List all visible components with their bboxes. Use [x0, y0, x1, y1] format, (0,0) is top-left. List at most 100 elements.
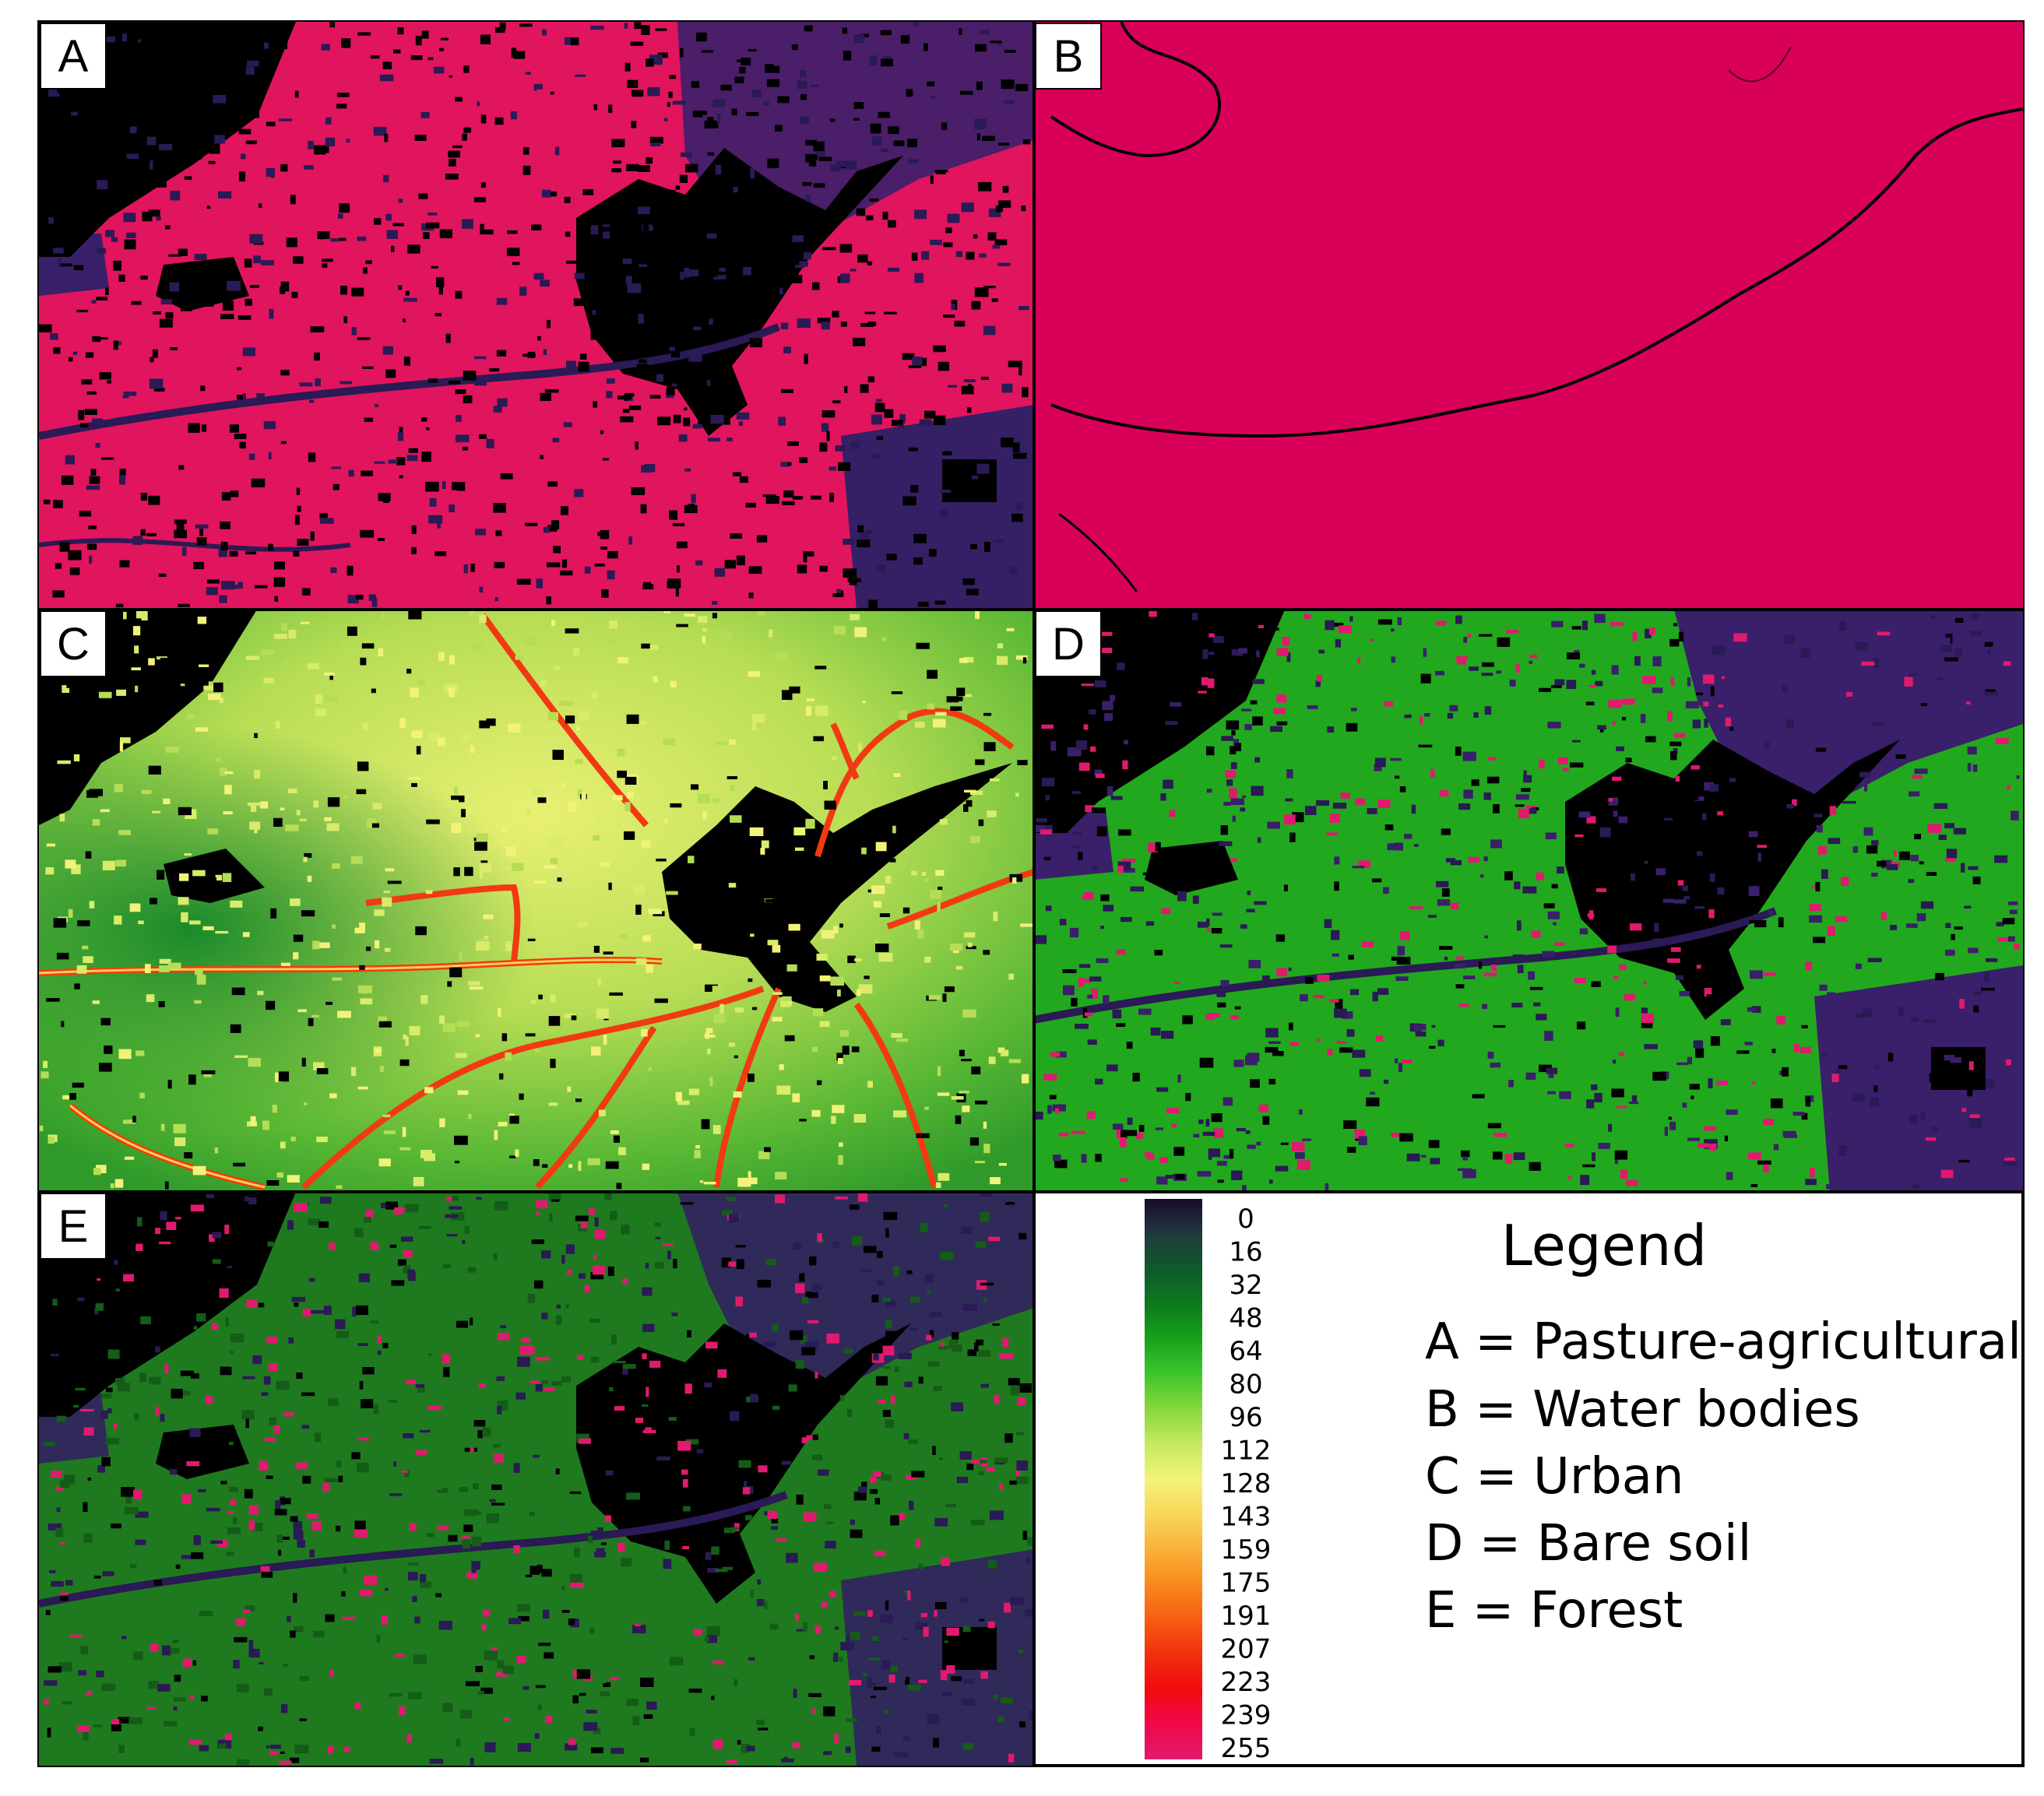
speckle-mark	[882, 1345, 895, 1355]
speckle-mark	[1316, 674, 1322, 682]
speckle-mark	[1718, 705, 1724, 708]
speckle-mark	[969, 1137, 979, 1146]
speckle-mark	[1117, 663, 1125, 670]
speckle-mark	[1724, 1135, 1728, 1142]
speckle-mark	[587, 1158, 600, 1165]
speckle-mark	[600, 430, 604, 434]
speckle-mark	[871, 1636, 879, 1641]
speckle-mark	[59, 814, 65, 822]
speckle-mark	[49, 167, 61, 171]
speckle-mark	[853, 1114, 866, 1123]
speckle-mark	[448, 1534, 458, 1542]
speckle-mark	[1247, 1053, 1260, 1062]
speckle-mark	[563, 422, 572, 427]
speckle-mark	[385, 369, 396, 378]
speckle-mark	[1116, 1023, 1126, 1027]
speckle-mark	[675, 185, 681, 190]
speckle-mark	[449, 687, 455, 698]
speckle-mark	[955, 251, 962, 258]
speckle-mark	[1270, 726, 1282, 733]
panel-b-stream	[1728, 46, 1792, 83]
speckle-mark	[748, 978, 753, 982]
speckle-mark	[403, 1034, 407, 1040]
speckle-mark	[104, 1046, 113, 1054]
speckle-mark	[1095, 1154, 1102, 1162]
speckle-mark	[704, 1382, 712, 1388]
speckle-mark	[1585, 701, 1595, 705]
speckle-mark	[844, 386, 848, 393]
speckle-mark	[261, 1392, 269, 1397]
speckle-mark	[1231, 1170, 1243, 1180]
speckle-mark	[1972, 764, 1978, 772]
speckle-mark	[675, 588, 679, 597]
speckle-mark	[505, 1052, 512, 1061]
speckle-mark	[317, 942, 330, 948]
speckle-mark	[839, 1142, 843, 1148]
speckle-mark	[337, 213, 343, 219]
speckle-mark	[639, 359, 647, 364]
speckle-mark	[698, 794, 710, 803]
speckle-mark	[326, 823, 339, 831]
speckle-mark	[1081, 1154, 1087, 1163]
speckle-mark	[162, 1645, 171, 1656]
speckle-mark	[1574, 978, 1586, 984]
speckle-mark	[909, 1500, 914, 1510]
speckle-mark	[627, 283, 642, 293]
speckle-mark	[606, 378, 615, 384]
speckle-mark	[897, 1513, 906, 1520]
speckle-mark	[471, 1536, 481, 1547]
speckle-mark	[880, 1474, 892, 1481]
speckle-mark	[1632, 631, 1638, 641]
speckle-mark	[505, 941, 512, 951]
speckle-mark	[734, 76, 744, 83]
speckle-mark	[1831, 1074, 1839, 1083]
speckle-mark	[775, 125, 783, 132]
speckle-mark	[1968, 1118, 1982, 1128]
speckle-mark	[832, 1242, 839, 1249]
speckle-mark	[381, 1203, 386, 1209]
speckle-mark	[876, 436, 884, 441]
speckle-mark	[162, 1291, 170, 1300]
speckle-mark	[574, 489, 584, 497]
speckle-mark	[565, 231, 571, 237]
speckle-mark	[374, 218, 382, 225]
speckle-mark	[1612, 1060, 1617, 1063]
speckle-mark	[780, 1758, 794, 1763]
speckle-mark	[192, 125, 196, 128]
speckle-mark	[1619, 1052, 1625, 1056]
speckle-mark	[873, 1686, 887, 1690]
speckle-mark	[1252, 679, 1265, 684]
speckle-mark	[93, 1575, 101, 1579]
speckle-mark	[1009, 1480, 1017, 1485]
speckle-mark	[248, 1197, 257, 1204]
speckle-mark	[670, 351, 680, 358]
speckle-mark	[167, 1080, 172, 1089]
speckle-mark	[280, 281, 290, 292]
speckle-mark	[1645, 628, 1652, 638]
speckle-mark	[118, 1745, 125, 1753]
speckle-mark	[572, 1695, 579, 1703]
speckle-mark	[293, 1626, 304, 1633]
speckle-mark	[56, 1507, 61, 1513]
speckle-mark	[1409, 906, 1423, 909]
speckle-mark	[758, 1151, 770, 1159]
speckle-mark	[1138, 1125, 1145, 1132]
speckle-mark	[336, 104, 347, 109]
speckle-mark	[750, 168, 755, 179]
speckle-mark	[408, 448, 418, 453]
speckle-mark	[712, 1739, 723, 1749]
speckle-mark	[786, 964, 797, 972]
speckle-mark	[1616, 1105, 1627, 1109]
speckle-mark	[610, 963, 615, 967]
speckle-mark	[242, 347, 255, 357]
speckle-mark	[987, 810, 997, 817]
speckle-mark	[129, 60, 143, 66]
speckle-mark	[310, 531, 315, 541]
speckle-mark	[245, 655, 260, 660]
speckle-mark	[72, 1404, 79, 1408]
speckle-mark	[389, 1493, 403, 1496]
speckle-mark	[963, 656, 974, 663]
panel-a-label: A	[40, 23, 107, 90]
speckle-mark	[1482, 1003, 1488, 1009]
speckle-mark	[1375, 1035, 1383, 1042]
